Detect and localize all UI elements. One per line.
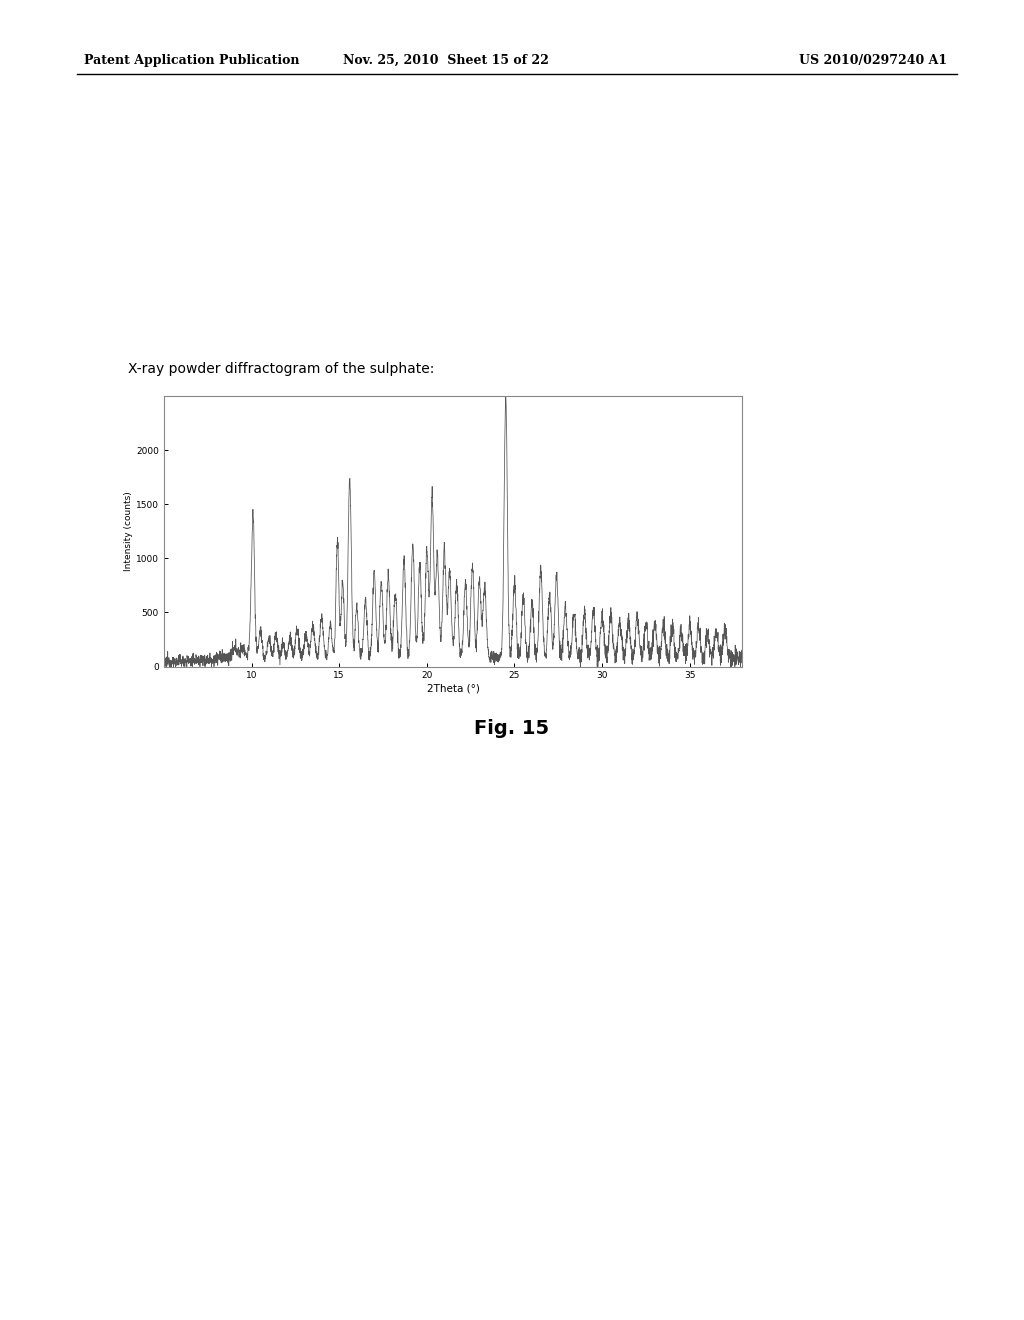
Y-axis label: Intensity (counts): Intensity (counts) [124, 491, 133, 572]
Text: US 2010/0297240 A1: US 2010/0297240 A1 [799, 54, 947, 67]
Text: X-ray powder diffractogram of the sulphate:: X-ray powder diffractogram of the sulpha… [128, 362, 434, 376]
Text: Patent Application Publication: Patent Application Publication [84, 54, 299, 67]
Text: Fig. 15: Fig. 15 [474, 719, 550, 738]
Text: Nov. 25, 2010  Sheet 15 of 22: Nov. 25, 2010 Sheet 15 of 22 [342, 54, 549, 67]
X-axis label: 2Theta (°): 2Theta (°) [427, 684, 479, 693]
